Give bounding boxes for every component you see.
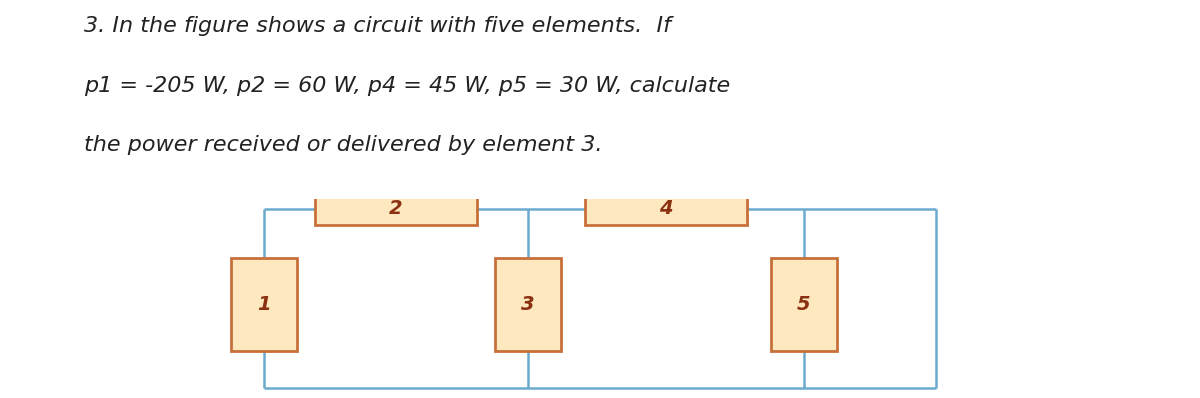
- Text: p1 = -205 W, p2 = 60 W, p4 = 45 W, p5 = 30 W, calculate: p1 = -205 W, p2 = 60 W, p4 = 45 W, p5 = …: [84, 76, 731, 96]
- FancyBboxPatch shape: [772, 258, 838, 351]
- FancyBboxPatch shape: [496, 258, 562, 351]
- FancyBboxPatch shape: [314, 193, 478, 225]
- Text: 3: 3: [521, 295, 535, 314]
- Text: 5: 5: [797, 295, 811, 314]
- Text: 1: 1: [257, 295, 271, 314]
- FancyBboxPatch shape: [586, 193, 748, 225]
- Text: the power received or delivered by element 3.: the power received or delivered by eleme…: [84, 135, 602, 155]
- FancyBboxPatch shape: [230, 258, 298, 351]
- Text: 4: 4: [659, 199, 673, 219]
- Text: 3. In the figure shows a circuit with five elements.  If: 3. In the figure shows a circuit with fi…: [84, 16, 671, 36]
- Text: 2: 2: [389, 199, 403, 219]
